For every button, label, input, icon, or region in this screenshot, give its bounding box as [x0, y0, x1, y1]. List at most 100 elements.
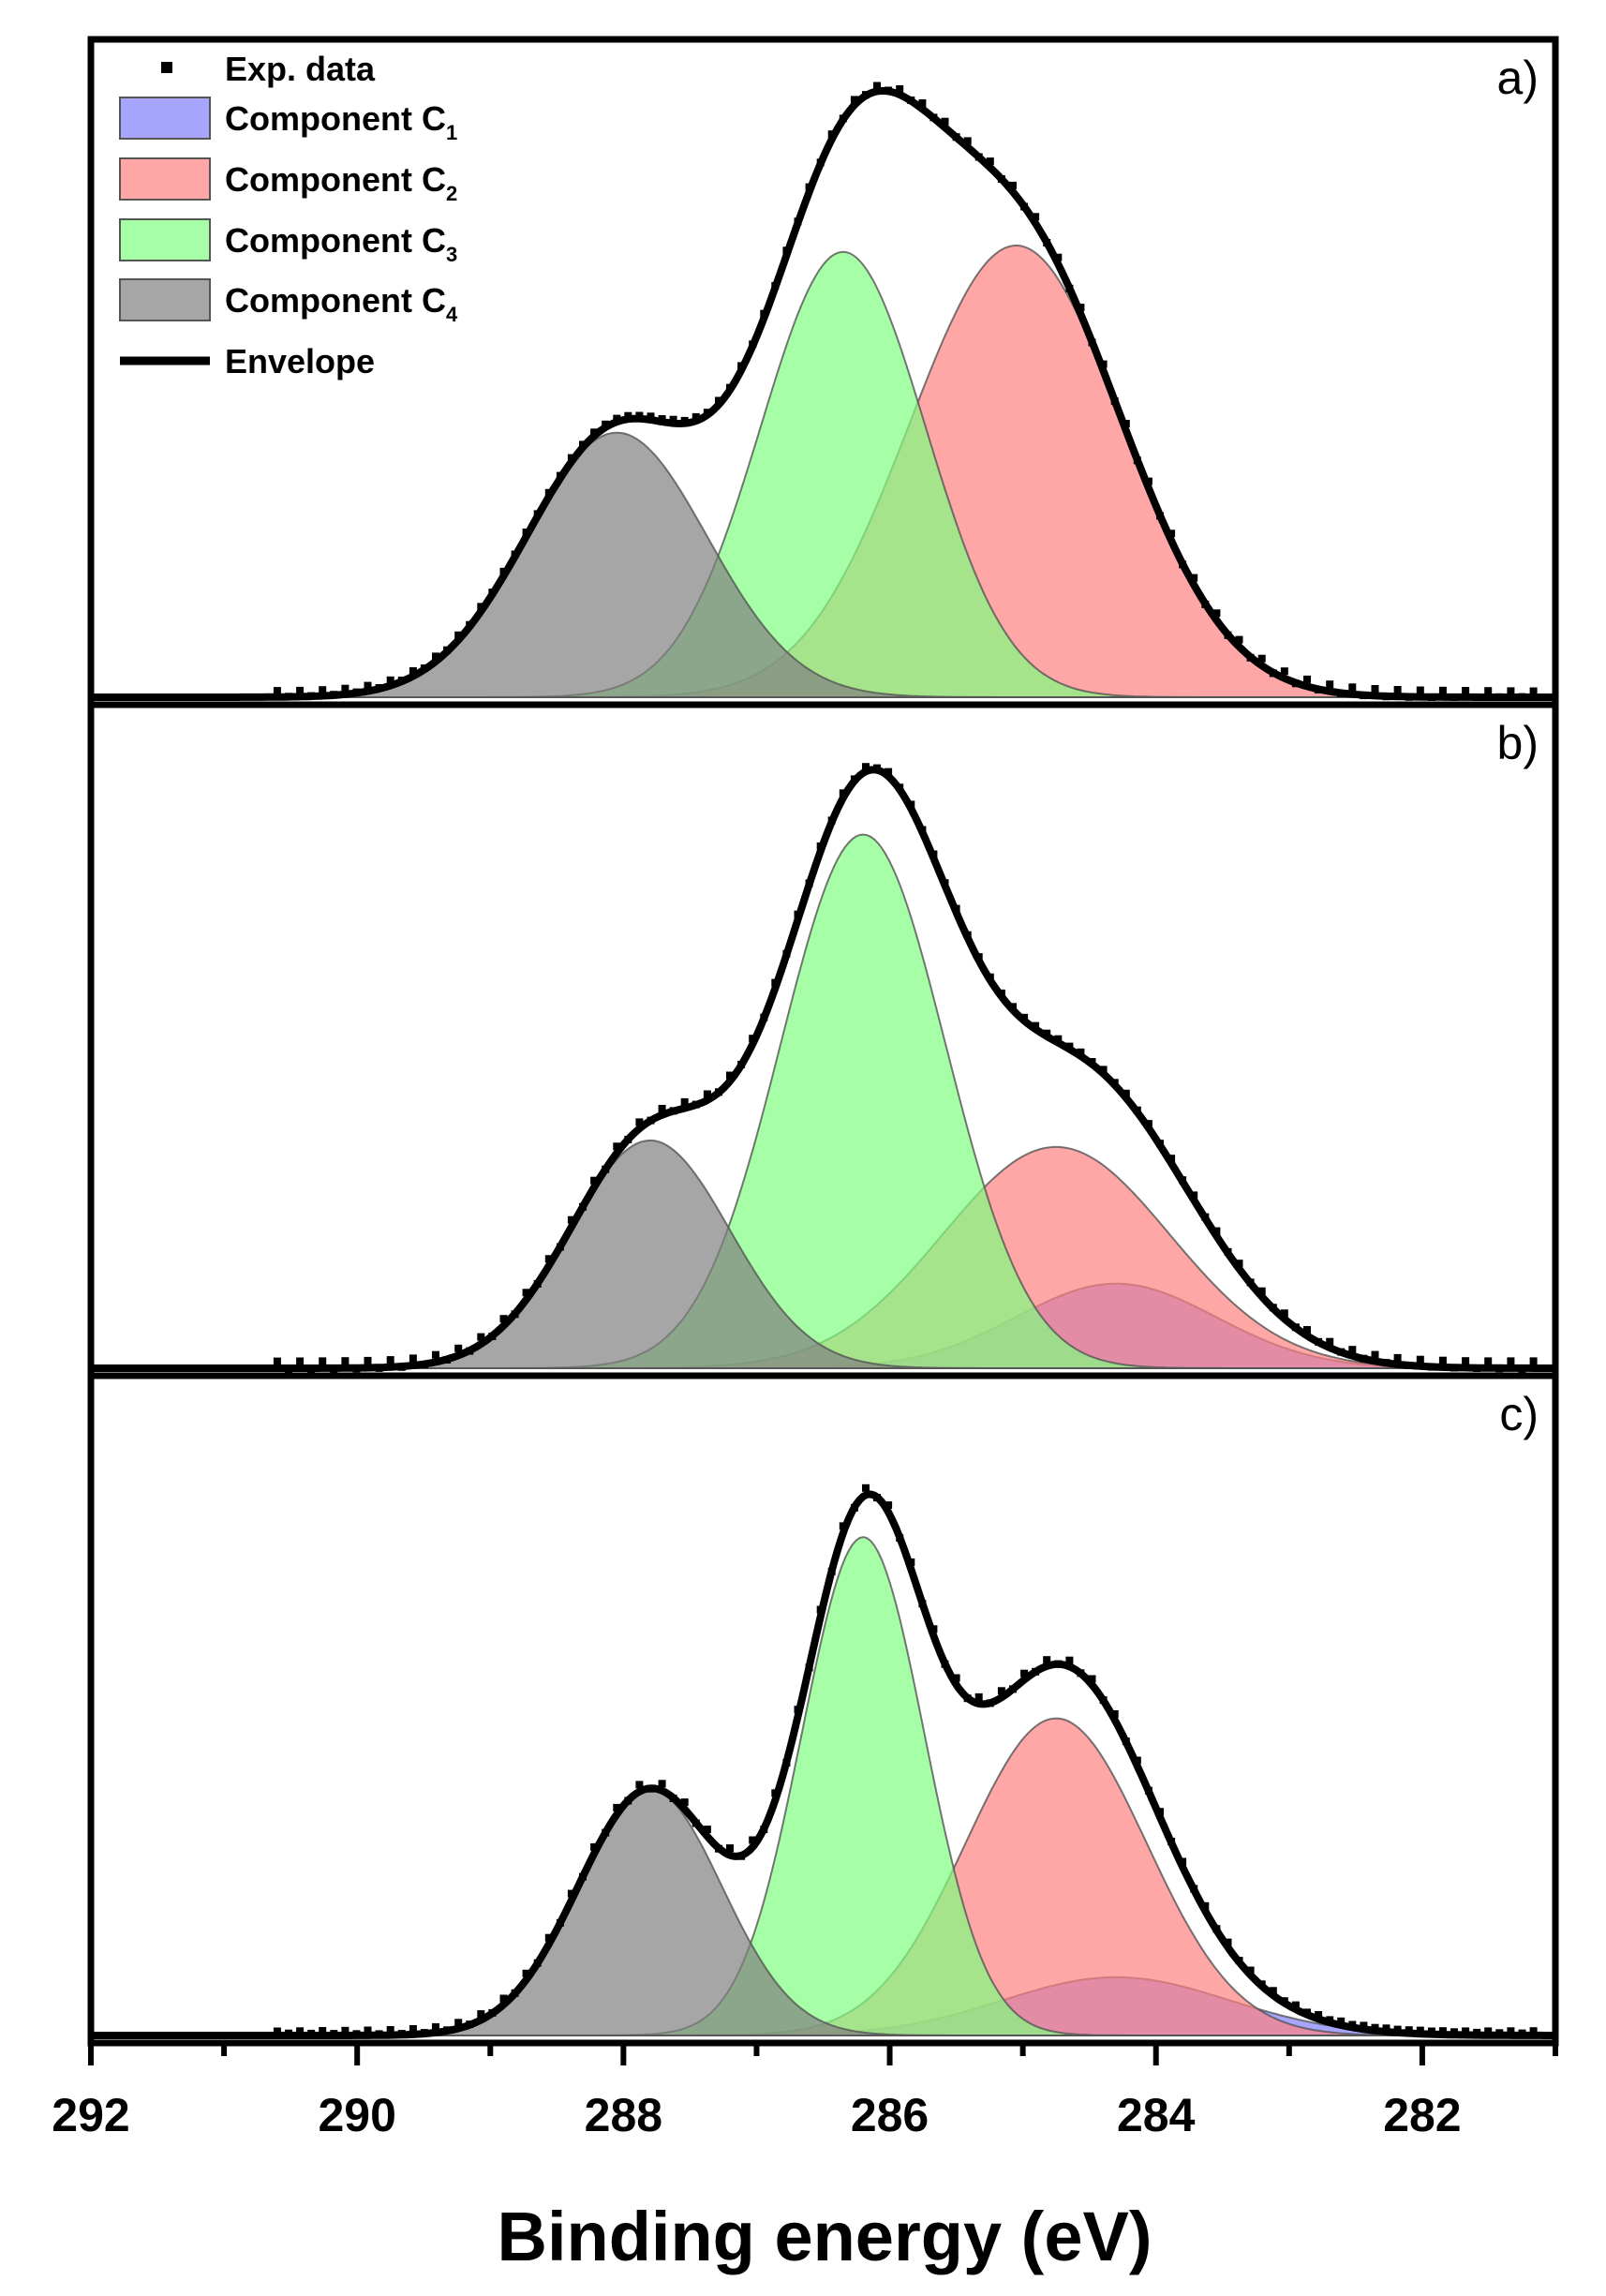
legend-swatch: [119, 218, 211, 261]
exp-data-point: [1315, 1337, 1323, 1346]
exp-data-point: [1246, 1966, 1255, 1975]
exp-data-point: [1110, 397, 1119, 406]
exp-data-point: [1269, 1304, 1277, 1312]
exp-data-point: [715, 396, 722, 405]
exp-data-point: [613, 414, 621, 423]
exp-data-point: [1382, 1359, 1390, 1367]
legend-swatch: [119, 278, 211, 321]
legend-entry: Component C1: [119, 97, 457, 144]
exp-data-point: [1337, 2017, 1346, 2025]
exp-data-point: [420, 664, 428, 672]
exp-data-point: [567, 1889, 575, 1898]
exp-data-point: [443, 1356, 452, 1364]
exp-data-point: [375, 2030, 383, 2038]
exp-data-point: [907, 1558, 915, 1566]
exp-data-point: [918, 99, 927, 107]
exp-data-point: [726, 1071, 734, 1080]
exp-data-point: [1484, 1357, 1493, 1365]
x-tick-label: 290: [318, 2089, 395, 2141]
exp-data-point: [805, 183, 813, 191]
exp-data-point: [624, 411, 632, 420]
exp-data-point: [454, 1344, 463, 1352]
component-c3-area: [91, 833, 1555, 1369]
exp-data-point: [590, 428, 599, 437]
exp-data-point: [352, 688, 361, 696]
exp-data-point: [635, 411, 644, 420]
exp-data-point: [1133, 1756, 1141, 1765]
legend-marker-icon: [161, 62, 172, 73]
exp-data-point: [1484, 687, 1493, 695]
exp-data-point: [816, 158, 825, 167]
exp-data-point: [1315, 686, 1323, 693]
exp-data-point: [850, 775, 858, 783]
exp-data-point: [669, 1795, 677, 1802]
exp-data-point: [1088, 1675, 1096, 1683]
exp-data-point: [1020, 1013, 1029, 1021]
panel-label: b): [1497, 717, 1539, 769]
exp-data-point: [1122, 1737, 1130, 1746]
exp-data-point: [1462, 687, 1470, 694]
exp-data-point: [330, 691, 338, 699]
exp-data-point: [1099, 1066, 1108, 1074]
exp-data-point: [397, 677, 406, 684]
exp-data-point: [544, 1933, 553, 1942]
exp-data-point: [1507, 687, 1515, 695]
exp-data-point: [873, 82, 881, 90]
exp-data-point: [918, 826, 927, 834]
exp-data-point: [1507, 1357, 1515, 1365]
exp-data-point: [1032, 1021, 1040, 1030]
exp-data-point: [1043, 239, 1051, 246]
exp-data-point: [839, 789, 847, 798]
exp-data-point: [454, 631, 463, 639]
exp-data-point: [703, 1826, 711, 1834]
exp-data-point: [352, 2030, 361, 2038]
exp-data-point: [896, 85, 904, 93]
exp-data-point: [1416, 1355, 1424, 1364]
exp-data-point: [477, 1333, 485, 1341]
legend-entry: Component C2: [119, 157, 457, 205]
exp-data-point: [1077, 1669, 1085, 1677]
exp-data-point: [941, 117, 949, 126]
legend: Exp. data Component C1 Component C2 Compone…: [119, 50, 458, 380]
x-tick-label: 288: [585, 2089, 662, 2141]
exp-data-point: [1043, 1656, 1051, 1664]
exp-data-point: [1065, 1656, 1074, 1664]
exp-data-point: [1518, 1364, 1526, 1373]
legend-label: Component C1: [225, 99, 457, 144]
exp-data-point: [364, 1356, 372, 1364]
exp-data-point: [1280, 1309, 1288, 1318]
exp-data-point: [647, 412, 655, 421]
exp-data-point: [1088, 1058, 1096, 1066]
exp-data-point: [1190, 1885, 1198, 1893]
exp-data-point: [1427, 2027, 1435, 2035]
exp-data-point: [1122, 420, 1130, 427]
exp-data-point: [918, 1600, 927, 1608]
exp-data-point: [1473, 1364, 1481, 1372]
exp-data-point: [952, 1674, 960, 1682]
exp-data-point: [1009, 181, 1017, 189]
exp-data-point: [1382, 2024, 1390, 2033]
exp-data-point: [352, 1364, 361, 1373]
exp-data-point: [680, 416, 689, 425]
exp-data-point: [1009, 1685, 1017, 1693]
panel-b: b): [91, 717, 1555, 1373]
exp-data-point: [1529, 2027, 1538, 2035]
exp-data-point: [499, 1315, 508, 1323]
exp-data-point: [749, 340, 757, 349]
exp-data-point: [658, 1105, 666, 1112]
exp-data-point: [296, 1357, 305, 1365]
exp-data-point: [1291, 2001, 1300, 2009]
exp-data-point: [1167, 1838, 1176, 1845]
exp-data-point: [737, 1060, 746, 1068]
exp-data-point: [533, 1280, 542, 1288]
exp-data-point: [1144, 1786, 1152, 1795]
exp-data-point: [658, 415, 666, 423]
exp-data-point: [273, 687, 281, 695]
exp-data-point: [511, 1989, 519, 1997]
exp-data-point: [680, 1798, 689, 1807]
exp-data-point: [556, 471, 564, 480]
exp-data-point: [952, 133, 960, 142]
exp-data-point: [782, 949, 791, 958]
exp-data-point: [941, 1660, 949, 1668]
